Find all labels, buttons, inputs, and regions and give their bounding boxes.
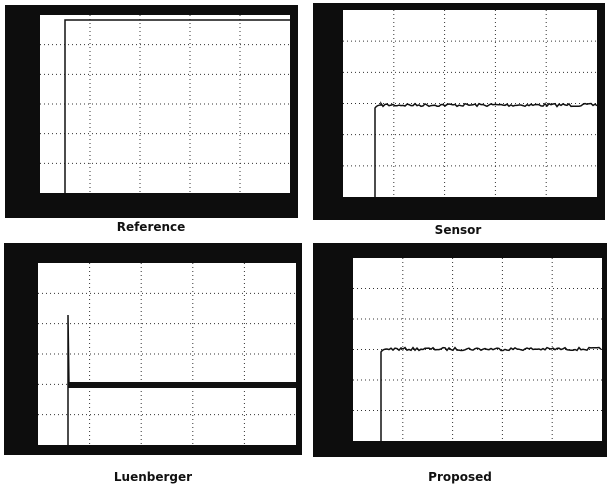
figure: Reference Sensor Luenberger Proposed [0, 0, 609, 486]
panel-label: Sensor [435, 223, 482, 237]
panel-label: Reference [117, 220, 186, 234]
panel-label: Luenberger [114, 470, 192, 484]
panel-label: Proposed [428, 470, 492, 484]
